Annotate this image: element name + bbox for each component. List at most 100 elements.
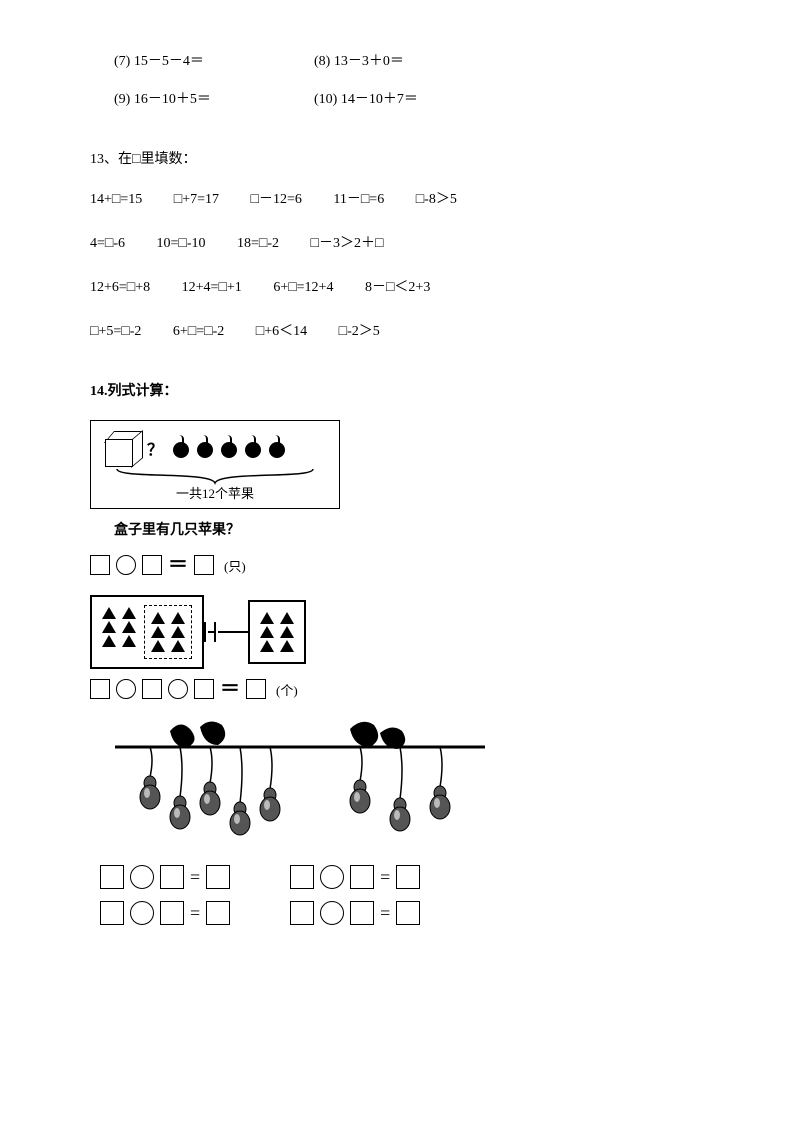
blank-square[interactable] xyxy=(194,679,214,699)
blank-square[interactable] xyxy=(194,555,214,575)
q12-row: (9) 16－10＋5＝ (10) 14－10＋7＝ xyxy=(114,88,703,108)
operator-circle[interactable] xyxy=(116,555,136,575)
triangle-icon xyxy=(280,640,294,652)
q12-num: (10) xyxy=(314,92,337,107)
blank-square[interactable] xyxy=(100,901,124,925)
eq-cell: = xyxy=(100,901,230,925)
blank-square[interactable] xyxy=(142,679,162,699)
q13-cell: □－12=6 xyxy=(251,192,302,207)
eq-row: = = xyxy=(100,901,703,925)
q14-p1-question: 盒子里有几只苹果？ xyxy=(114,519,703,539)
triangle-icon xyxy=(260,640,274,652)
operator-circle[interactable] xyxy=(168,679,188,699)
apple-icon xyxy=(171,438,191,458)
q13-row: 12+6=□+8 12+4=□+1 6+□=12+4 8－□＜2+3 xyxy=(90,276,703,296)
apple-box: ？ 一共12个苹果 xyxy=(90,420,340,509)
triangle-icon xyxy=(102,635,116,647)
q13-cell: 14+□=15 xyxy=(90,192,142,207)
operator-circle[interactable] xyxy=(320,865,344,889)
apple-icon xyxy=(219,438,239,458)
q13-cell: □+6＜14 xyxy=(256,324,307,339)
brace-label: 一共12个苹果 xyxy=(105,483,325,502)
triangle-icon xyxy=(102,607,116,619)
left-tri-box xyxy=(90,595,204,669)
triangle-icon xyxy=(260,626,274,638)
equals-sign: = xyxy=(380,903,390,924)
q13-cell: 18=□-2 xyxy=(237,236,279,251)
q13-row: 4=□-6 10=□-10 18=□-2 □－3＞2＋□ xyxy=(90,232,703,252)
apple-icon xyxy=(243,438,263,458)
triangle-icon xyxy=(122,607,136,619)
q13-row: 14+□=15 □+7=17 □－12=6 11－□=6 □-8＞5 xyxy=(90,188,703,208)
q12-expr: 14－10＋7＝ xyxy=(341,92,418,107)
triangle-icon xyxy=(122,635,136,647)
blank-square[interactable] xyxy=(350,865,374,889)
blank-square[interactable] xyxy=(396,865,420,889)
triangle-icon xyxy=(122,621,136,633)
q13-cell: □-2＞5 xyxy=(339,324,380,339)
connector-line xyxy=(218,631,248,633)
gourd-icon xyxy=(230,747,250,835)
q13-cell: □-8＞5 xyxy=(416,192,457,207)
equals-sign: = xyxy=(380,867,390,888)
gourd-icon xyxy=(170,747,190,829)
unit-label: (个) xyxy=(276,680,298,699)
q13-cell: 12+4=□+1 xyxy=(182,280,242,295)
gourd-icon xyxy=(140,747,160,809)
eq-row: = = xyxy=(100,865,703,889)
dashed-selection xyxy=(144,605,192,659)
blank-square[interactable] xyxy=(206,901,230,925)
q12-num: (7) xyxy=(114,54,130,69)
blank-square[interactable] xyxy=(90,679,110,699)
q14-p1-figure: ？ 一共12个苹果 xyxy=(90,420,703,509)
equals-sign: ＝ xyxy=(220,680,240,698)
q13-cell: 6+□=□-2 xyxy=(173,324,224,339)
q13-cell: □+7=17 xyxy=(174,192,219,207)
operator-circle[interactable] xyxy=(320,901,344,925)
gourd-icon xyxy=(390,747,410,831)
operator-circle[interactable] xyxy=(116,679,136,699)
triangle-icon xyxy=(280,626,294,638)
blank-square[interactable] xyxy=(90,555,110,575)
triangle-icon xyxy=(280,612,294,624)
blank-square[interactable] xyxy=(100,865,124,889)
blank-square[interactable] xyxy=(290,901,314,925)
gourd-icon xyxy=(350,747,370,813)
blank-square[interactable] xyxy=(396,901,420,925)
blank-square[interactable] xyxy=(142,555,162,575)
operator-circle[interactable] xyxy=(130,865,154,889)
gourd-icon xyxy=(200,747,220,815)
q13-body: 14+□=15 □+7=17 □－12=6 11－□=6 □-8＞5 4=□-6… xyxy=(90,188,703,340)
answer-line-2: ＝ (个) xyxy=(90,679,703,699)
q12-num: (8) xyxy=(314,54,330,69)
operator-circle[interactable] xyxy=(130,901,154,925)
q14-p3-figure xyxy=(110,719,703,849)
q12-expr: 16－10＋5＝ xyxy=(134,92,211,107)
gourd-icon xyxy=(430,747,450,819)
eq-cell: = xyxy=(100,865,230,889)
q12-item: (8) 13－3＋0＝ xyxy=(314,50,514,70)
blank-square[interactable] xyxy=(160,901,184,925)
q14-p2-figure xyxy=(90,595,703,669)
equals-sign: = xyxy=(190,867,200,888)
equals-sign: = xyxy=(190,903,200,924)
q13-cell: 6+□=12+4 xyxy=(273,280,333,295)
triangle-icon xyxy=(151,626,165,638)
blank-square[interactable] xyxy=(350,901,374,925)
unit-label: (只) xyxy=(224,556,246,575)
q12-item: (9) 16－10＋5＝ xyxy=(114,88,314,108)
triangle-icon xyxy=(171,626,185,638)
triangle-icon xyxy=(151,640,165,652)
q14-title: 14.列式计算： xyxy=(90,380,703,400)
blank-square[interactable] xyxy=(160,865,184,889)
triangle-icon xyxy=(102,621,116,633)
blank-square[interactable] xyxy=(206,865,230,889)
blank-square[interactable] xyxy=(246,679,266,699)
blank-square[interactable] xyxy=(290,865,314,889)
apple-icon xyxy=(267,438,287,458)
q12-item: (7) 15－5－4＝ xyxy=(114,50,314,70)
apple-row: ？ xyxy=(105,431,325,465)
triangle-icon xyxy=(151,612,165,624)
eq-cell: = xyxy=(290,865,420,889)
q12-item: (10) 14－10＋7＝ xyxy=(314,88,514,108)
